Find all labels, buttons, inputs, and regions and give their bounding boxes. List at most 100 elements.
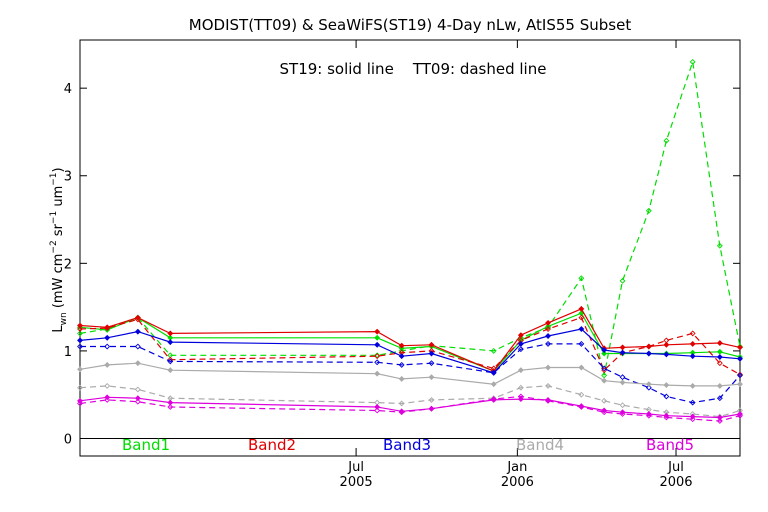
data-point-band2 [619,344,626,351]
data-point-band3 [398,353,405,360]
legend-item-band1: Band1 [122,436,170,454]
data-point-band5 [104,397,111,403]
data-point-band3 [134,343,141,350]
y-label-close: ) [51,167,66,172]
legend-item-band3: Band3 [383,436,431,454]
series-line-band1-dashed [79,61,741,376]
y-label-exp2: −1 [49,211,59,224]
data-point-band2 [578,314,585,321]
data-point-band3 [77,343,83,350]
data-point-band2 [77,322,83,329]
data-point-band5 [645,412,652,419]
data-point-band3 [716,395,723,402]
data-point-band2 [737,344,743,351]
series-line-band5-dashed [79,395,741,422]
data-point-band3 [517,340,524,347]
data-point-band4 [737,381,743,388]
data-point-band3 [645,350,652,357]
data-point-band4 [167,367,174,374]
data-point-band2 [737,371,743,378]
y-tick-label: 2 [64,257,72,272]
data-point-band2 [663,341,670,348]
series-line-band4-solid [79,362,741,387]
series-line-band2-dashed [79,316,741,376]
data-point-band2 [716,360,723,367]
data-point-band3 [490,369,497,376]
plot-frame [79,39,741,457]
data-point-band5 [374,407,381,414]
data-point-band4 [428,374,435,381]
data-point-band3 [663,393,670,400]
legend-item-band4: Band4 [516,436,564,454]
data-point-band2 [517,332,524,339]
y-label-sub: wn [59,312,69,325]
data-point-band3 [374,359,381,366]
legend: Band1 Band2 Band3 Band4 Band5 [122,436,694,454]
data-point-band4 [428,397,435,403]
x-tick-year-label: 2005 [340,475,373,490]
svg-text:Lwn (mW cm−2 sr−1 um−1): Lwn (mW cm−2 sr−1 um−1) [49,167,69,332]
data-point-band2 [428,341,435,348]
data-point-band4 [689,383,696,389]
data-point-band3 [104,334,111,341]
data-point-band5 [737,412,743,419]
data-point-band3 [167,358,174,365]
data-point-band2 [716,340,723,346]
y-label-mid2: um [51,186,66,211]
data-point-band5 [663,414,670,421]
data-point-band4 [545,364,551,371]
x-tick-label: Jul [667,460,684,475]
series-line-band4-dashed [79,385,741,418]
data-point-band3 [374,341,381,348]
data-point-band5 [601,409,608,416]
data-point-band5 [545,397,551,404]
data-point-band2 [167,330,174,337]
y-tick-label: 0 [64,432,72,447]
data-point-band2 [689,330,696,337]
data-point-band5 [619,411,626,417]
data-point-band2 [374,328,381,335]
data-point-band3 [428,360,435,367]
data-point-band3 [104,343,111,350]
data-point-band4 [398,400,405,407]
data-point-band3 [645,384,652,391]
y-tick-label: 3 [64,170,72,185]
series-line-band3-solid [79,328,741,374]
y-label-exp3: −1 [49,172,59,185]
data-point-band5 [428,405,435,412]
data-point-band5 [716,418,723,424]
data-point-band3 [134,328,141,335]
data-point-band1 [601,350,608,357]
x-tick-year-label: 2006 [659,475,692,490]
data-point-band2 [545,326,551,332]
data-point-band3 [578,326,585,332]
data-point-band3 [77,337,83,344]
data-point-band4 [77,366,83,373]
data-point-band2 [104,324,111,331]
x-tick-year-label: 2006 [501,475,534,490]
data-point-band4 [134,360,141,367]
data-point-band3 [545,333,551,339]
series-line-band2-solid [79,308,741,372]
y-tick-label: 4 [64,82,72,97]
data-point-band3 [167,339,174,346]
chart-title: MODIST(TT09) & SeaWiFS(ST19) 4-Day nLw, … [189,16,632,34]
data-point-band2 [398,342,405,349]
data-point-band4 [645,381,652,388]
data-point-band4 [104,383,111,389]
data-point-band5 [134,398,141,405]
data-point-band4 [398,375,405,382]
data-point-band1 [578,275,585,282]
data-point-band3 [619,349,626,356]
data-point-band4 [601,397,608,404]
data-point-band5 [77,400,83,407]
line-style-annotation: ST19: solid line TT09: dashed line [280,60,547,78]
data-point-band4 [490,381,497,388]
data-point-band3 [428,350,435,357]
legend-item-band5: Band5 [646,436,694,454]
x-tick-label: Jan [506,460,527,475]
data-point-band4 [77,384,83,391]
data-point-band2 [134,316,141,323]
data-point-band2 [663,337,670,344]
